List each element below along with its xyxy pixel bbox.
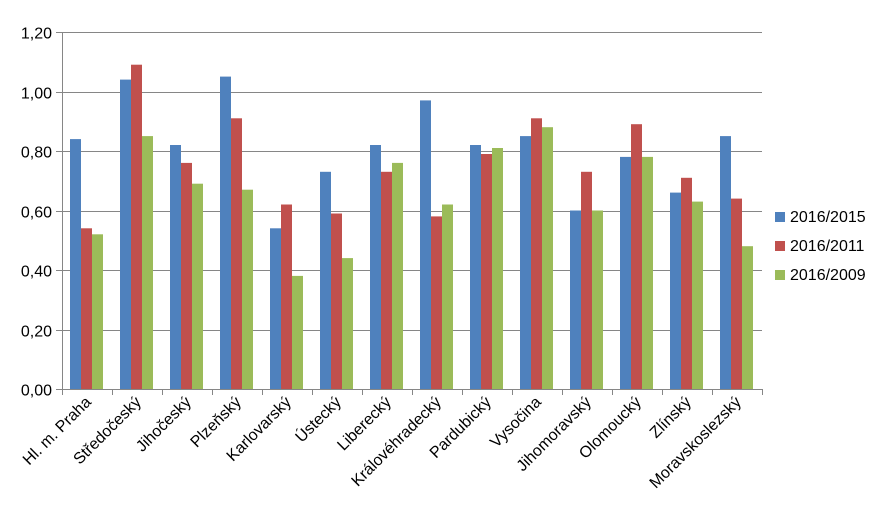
x-category-label: Jihočeský (133, 394, 195, 456)
bar-2016-2009 (92, 234, 103, 389)
bar-2016-2009 (442, 204, 453, 389)
x-axis: Hl. m. PrahaStředočeskýJihočeskýPlzeňský… (20, 389, 763, 492)
y-tick-label: 0,40 (21, 264, 52, 281)
y-tick-label: 0,60 (21, 205, 52, 222)
bar-2016-2015 (570, 210, 581, 389)
bar-2016-2011 (581, 171, 592, 389)
bar-2016-2015 (320, 171, 331, 389)
bar-2016-2015 (70, 139, 81, 389)
bar-2016-2011 (131, 64, 142, 389)
y-tick-label: 0,20 (21, 324, 52, 341)
bar-2016-2011 (81, 228, 92, 389)
bar-2016-2011 (481, 154, 492, 389)
bar-2016-2015 (170, 145, 181, 389)
bar-2016-2015 (270, 228, 281, 389)
bar-2016-2009 (542, 127, 553, 389)
bar-2016-2009 (292, 275, 303, 389)
bar-2016-2009 (242, 189, 253, 389)
bar-2016-2009 (742, 246, 753, 389)
legend-label: 2016/2009 (790, 267, 866, 284)
y-tick-label: 1,20 (21, 26, 52, 43)
y-axis: 0,00 0,20 0,40 0,60 0,80 1,00 1,20 (21, 26, 63, 400)
bar-2016-2011 (281, 204, 292, 389)
bar-2016-2015 (220, 76, 231, 389)
legend-swatch (775, 270, 785, 280)
legend: 2016/2015 2016/2011 2016/2009 (775, 209, 866, 284)
y-tick-label: 1,00 (21, 86, 52, 103)
bar-2016-2015 (520, 136, 531, 389)
x-category-label: Zlínský (647, 394, 695, 442)
bar-2016-2011 (381, 171, 392, 389)
bars (70, 64, 753, 390)
bar-2016-2011 (231, 118, 242, 390)
bar-2016-2009 (692, 201, 703, 389)
bar-2016-2015 (470, 145, 481, 389)
bar-2016-2009 (492, 148, 503, 389)
bar-2016-2011 (331, 213, 342, 389)
legend-swatch (775, 212, 785, 222)
bar-2016-2009 (642, 156, 653, 389)
bar-2016-2011 (181, 162, 192, 389)
bar-2016-2011 (531, 118, 542, 390)
x-category-label: Moravskoslezský (647, 394, 745, 492)
legend-swatch (775, 241, 785, 251)
bar-2016-2011 (731, 198, 742, 389)
bar-2016-2009 (192, 183, 203, 389)
y-tick-label: 0,80 (21, 145, 52, 162)
bar-2016-2015 (120, 79, 131, 389)
bar-2016-2011 (431, 216, 442, 389)
bar-2016-2011 (681, 177, 692, 389)
bar-2016-2009 (342, 258, 353, 389)
bar-2016-2011 (631, 124, 642, 389)
grid-lines (62, 32, 762, 331)
y-tick-label: 0,00 (21, 383, 52, 400)
bar-2016-2015 (720, 136, 731, 389)
bar-2016-2015 (620, 156, 631, 389)
bar-2016-2015 (370, 145, 381, 389)
bar-2016-2015 (670, 192, 681, 389)
x-category-label: Ústecký (291, 392, 345, 446)
bar-2016-2009 (592, 210, 603, 389)
bar-2016-2009 (392, 162, 403, 389)
x-category-label: Královéhradecký (349, 394, 445, 490)
bar-2016-2009 (142, 136, 153, 389)
legend-label: 2016/2011 (790, 238, 865, 255)
legend-label: 2016/2015 (790, 209, 866, 226)
bar-2016-2015 (420, 100, 431, 390)
